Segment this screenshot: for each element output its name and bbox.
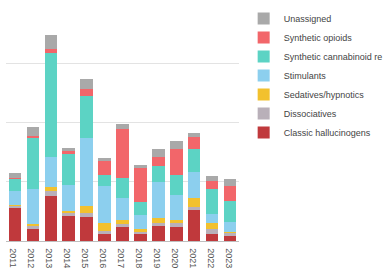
svg-text:2016: 2016 xyxy=(98,248,108,268)
svg-text:2020: 2020 xyxy=(170,248,180,268)
svg-text:Stimulants: Stimulants xyxy=(284,71,327,81)
svg-text:2021: 2021 xyxy=(188,248,198,268)
svg-text:2017: 2017 xyxy=(116,248,126,268)
svg-text:2012: 2012 xyxy=(26,248,36,268)
svg-text:Sedatives/hypnotics: Sedatives/hypnotics xyxy=(284,90,365,100)
svg-text:Unassigned: Unassigned xyxy=(284,14,332,24)
svg-text:Synthetic opioids: Synthetic opioids xyxy=(284,33,353,43)
svg-text:2014: 2014 xyxy=(62,248,72,268)
svg-text:Dissociatives: Dissociatives xyxy=(284,109,337,119)
svg-text:2023: 2023 xyxy=(224,248,234,268)
svg-text:2011: 2011 xyxy=(8,248,18,267)
svg-text:2015: 2015 xyxy=(80,248,90,268)
svg-text:2018: 2018 xyxy=(134,248,144,268)
svg-text:2013: 2013 xyxy=(44,248,54,268)
svg-text:Classic hallucinogens: Classic hallucinogens xyxy=(284,128,371,138)
svg-text:2022: 2022 xyxy=(206,248,216,268)
svg-text:Synthetic cannabinoid re: Synthetic cannabinoid re xyxy=(284,52,383,62)
svg-text:2019: 2019 xyxy=(152,248,162,268)
